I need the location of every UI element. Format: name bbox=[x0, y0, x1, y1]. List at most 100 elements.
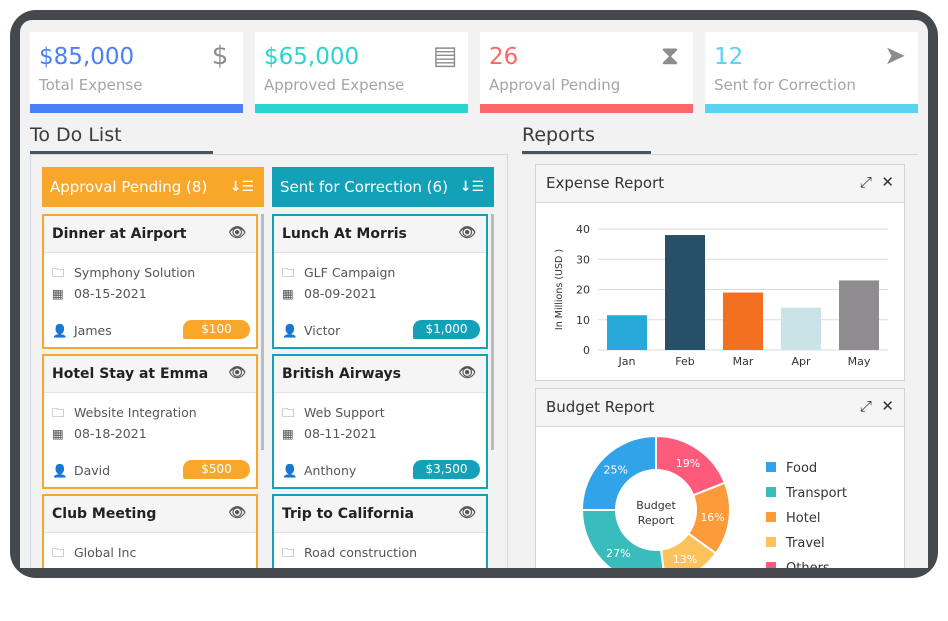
user-icon: 👤 bbox=[52, 463, 68, 478]
stat-color-bar bbox=[255, 104, 468, 113]
legend-swatch bbox=[766, 537, 776, 547]
user-icon: 👤 bbox=[52, 323, 68, 338]
amount-badge: $500 bbox=[183, 460, 250, 479]
todo-card[interactable]: Dinner at Airport 👁 🗀 Symphony Solution ▦ 0… bbox=[42, 214, 258, 349]
folder-icon: 🗀 bbox=[282, 265, 295, 280]
folder-icon: 🗀 bbox=[282, 405, 295, 420]
stat-card[interactable]: $85,000 Total Expense $ bbox=[30, 32, 243, 113]
card-title: British Airways bbox=[282, 366, 401, 382]
todo-card[interactable]: British Airways 👁 🗀 Web Support ▦ 08-11-202… bbox=[272, 354, 488, 489]
reports-underline bbox=[522, 151, 651, 155]
card-date: 08-11-2021 bbox=[304, 426, 377, 441]
bar-mar bbox=[723, 292, 763, 350]
hourglass-icon: ⧗ bbox=[660, 41, 680, 71]
card-date: 08-09-2021 bbox=[304, 286, 377, 301]
calendar-icon: ▦ bbox=[282, 286, 294, 301]
todo-panel bbox=[30, 154, 508, 568]
sort-icon[interactable]: ↓☰ bbox=[459, 179, 484, 195]
slice-food bbox=[580, 434, 657, 511]
legend-label: Others bbox=[786, 561, 830, 568]
y-tick-label: 0 bbox=[583, 344, 590, 357]
folder-icon: 🗀 bbox=[52, 405, 65, 420]
todo-card[interactable]: Lunch At Morris 👁 🗀 GLF Campaign ▦ 08-09-20… bbox=[272, 214, 488, 349]
slice-label: 13% bbox=[673, 553, 697, 566]
amount-badge: $1,000 bbox=[413, 320, 480, 339]
stat-color-bar bbox=[30, 104, 243, 113]
y-tick-label: 20 bbox=[576, 284, 590, 297]
card-person: James bbox=[74, 323, 112, 338]
legend-swatch bbox=[766, 512, 776, 522]
card-project: Road construction bbox=[304, 545, 418, 560]
scrollbar[interactable] bbox=[261, 214, 264, 450]
reports-title: Reports bbox=[522, 124, 595, 146]
amount-badge: $100 bbox=[183, 320, 250, 339]
card-person: Victor bbox=[304, 323, 341, 338]
x-tick-label: Feb bbox=[675, 355, 694, 368]
todo-underline bbox=[30, 151, 213, 155]
center-label: Budget bbox=[636, 499, 676, 512]
stat-label: Sent for Correction bbox=[714, 76, 856, 94]
stat-label: Approved Expense bbox=[264, 76, 405, 94]
eye-icon[interactable]: 👁 bbox=[458, 225, 476, 241]
stat-label: Approval Pending bbox=[489, 76, 621, 94]
card-project: Website Integration bbox=[74, 405, 197, 420]
paper-plane-icon: ➤ bbox=[884, 41, 906, 71]
card-project: Symphony Solution bbox=[74, 265, 196, 280]
folder-icon: 🗀 bbox=[282, 545, 295, 560]
eye-icon[interactable]: 👁 bbox=[458, 505, 476, 521]
stat-color-bar bbox=[480, 104, 693, 113]
legend-label: Transport bbox=[785, 486, 847, 501]
close-icon[interactable]: ✕ bbox=[881, 173, 894, 191]
budget-report-panel: Budget Report ⤢ ✕ 19% 16% 13% 27% 25% Budget R… bbox=[535, 388, 905, 568]
column-title: Approval Pending (8) bbox=[50, 178, 208, 196]
card-date: 08-15-2021 bbox=[74, 286, 147, 301]
x-tick-label: Apr bbox=[791, 355, 811, 368]
card-person: Anthony bbox=[304, 463, 357, 478]
stat-color-bar bbox=[705, 104, 918, 113]
legend-label: Hotel bbox=[786, 511, 820, 526]
bar-may bbox=[839, 280, 879, 350]
column-header[interactable]: Approval Pending (8) ↓☰ bbox=[42, 167, 264, 207]
eye-icon[interactable]: 👁 bbox=[458, 365, 476, 381]
user-icon: 👤 bbox=[282, 463, 298, 478]
stat-card[interactable]: 12 Sent for Correction ➤ bbox=[705, 32, 918, 113]
x-tick-label: May bbox=[848, 355, 871, 368]
expense-report-panel: Expense Report ⤢ ✕ 0 10 20 30 40 In Millions … bbox=[535, 164, 905, 381]
stat-label: Total Expense bbox=[39, 76, 143, 94]
x-tick-label: Mar bbox=[733, 355, 754, 368]
slice-label: 27% bbox=[606, 547, 630, 560]
budget-donut-chart: 19% 16% 13% 27% 25% Budget Report Food Transport… bbox=[580, 434, 847, 568]
x-tick-label: Jan bbox=[618, 355, 636, 368]
expense-report-title: Expense Report bbox=[546, 174, 665, 192]
eye-icon[interactable]: 👁 bbox=[228, 365, 246, 381]
legend-swatch bbox=[766, 562, 776, 568]
bar-jan bbox=[607, 315, 647, 350]
dashboard-screen: $85,000 Total Expense $ $65,000 Approved… bbox=[20, 20, 928, 568]
slice-label: 19% bbox=[676, 457, 700, 470]
stat-card[interactable]: $65,000 Approved Expense ▤ bbox=[255, 32, 468, 113]
sort-icon[interactable]: ↓☰ bbox=[229, 179, 254, 195]
column-header[interactable]: Sent for Correction (6) ↓☰ bbox=[272, 167, 494, 207]
card-person: David bbox=[74, 463, 111, 478]
card-title: Trip to California bbox=[282, 506, 414, 522]
eye-icon[interactable]: 👁 bbox=[228, 225, 246, 241]
expand-icon[interactable]: ⤢ bbox=[859, 397, 872, 415]
stat-value: 26 bbox=[489, 44, 519, 70]
calendar-icon: ▦ bbox=[52, 286, 64, 301]
todo-card[interactable]: Club Meeting 👁 🗀 Global Inc bbox=[42, 494, 258, 568]
card-title: Club Meeting bbox=[52, 506, 157, 522]
center-label: Report bbox=[638, 514, 675, 527]
close-icon[interactable]: ✕ bbox=[881, 397, 894, 415]
folder-icon: 🗀 bbox=[52, 265, 65, 280]
scrollbar[interactable] bbox=[491, 214, 494, 450]
expand-icon[interactable]: ⤢ bbox=[859, 173, 872, 191]
card-project: Web Support bbox=[304, 405, 385, 420]
todo-card[interactable]: Trip to California 👁 🗀 Road construction bbox=[272, 494, 488, 568]
stat-value: $85,000 bbox=[39, 44, 135, 70]
bar-apr bbox=[781, 307, 821, 350]
slice-label: 25% bbox=[603, 464, 627, 477]
card-title: Hotel Stay at Emma bbox=[52, 366, 209, 382]
stat-card[interactable]: 26 Approval Pending ⧗ bbox=[480, 32, 693, 113]
todo-card[interactable]: Hotel Stay at Emma 👁 🗀 Website Integration… bbox=[42, 354, 258, 489]
eye-icon[interactable]: 👁 bbox=[228, 505, 246, 521]
